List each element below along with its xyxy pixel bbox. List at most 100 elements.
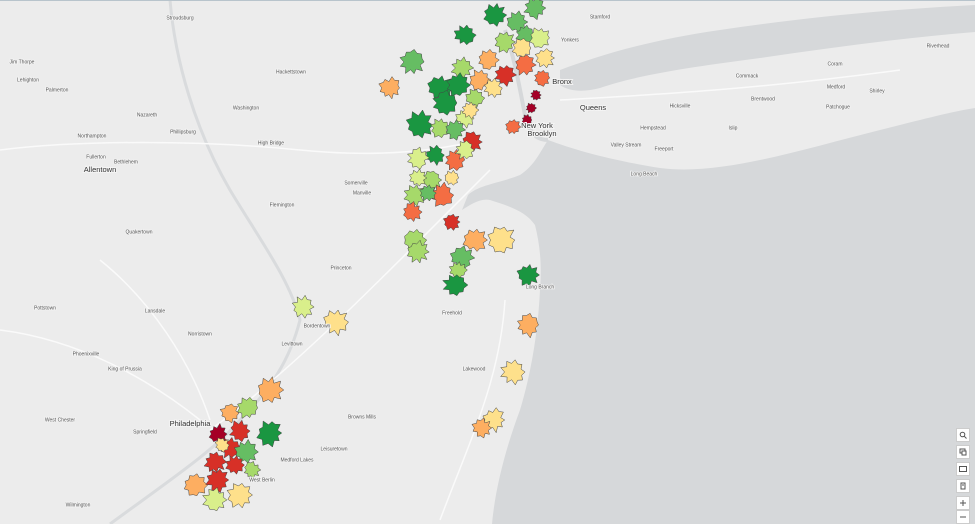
region [442,213,461,231]
share-button[interactable] [956,479,970,493]
region [449,245,476,270]
region [225,455,245,475]
place-label: Leisuretown [321,446,348,452]
region [406,146,430,170]
place-label: Bethlehem [114,159,138,165]
region [405,109,434,139]
region [520,113,533,127]
region [291,294,315,319]
region [525,102,538,114]
place-label: Medford [827,84,846,90]
place-label: Freehold [442,310,462,316]
region [511,38,532,59]
region [243,461,262,480]
place-label: Pottstown [34,305,56,311]
place-label: Freeport [655,146,675,152]
region [523,0,547,21]
icon [959,466,967,472]
region [429,181,455,207]
region [444,169,460,186]
zoom-in-button[interactable] [956,496,970,510]
region [233,438,259,464]
major-place-label: Bronx [552,77,572,86]
region [442,274,469,297]
region [500,359,526,386]
road [99,259,211,421]
region [202,486,228,512]
region [483,77,503,99]
place-label: West Chester [45,417,76,423]
place-label: Norristown [188,331,212,337]
region [407,239,430,264]
region [483,2,508,27]
regions [183,0,556,512]
zoom-out-button[interactable] [956,510,970,524]
place-label: West Berlin [249,477,275,483]
region [516,263,540,286]
major-place-label: Queens [580,103,607,112]
place-label: Lehighton [17,77,39,83]
region [399,49,425,75]
region [530,89,542,101]
region [534,69,551,87]
region [444,148,466,172]
place-label: Manville [353,190,372,196]
region [529,27,550,48]
place-label: Palmerton [46,87,69,93]
region [378,76,400,100]
region [203,451,228,473]
region [219,403,240,424]
region [424,144,445,167]
region [256,420,283,448]
icon [960,500,966,506]
place-label: Bordentown [304,323,331,329]
place-label: Shirley [869,88,885,94]
region [505,119,522,135]
region [446,72,472,97]
icon [960,516,966,518]
basemap-button[interactable] [956,462,970,476]
place-label: Brentwood [751,96,775,102]
region [462,228,488,252]
region [453,24,477,46]
place-label: Coram [827,61,842,67]
region [471,417,493,439]
place-label: Lansdale [145,308,166,314]
place-label: Lakewood [463,366,486,372]
road [439,299,506,521]
place-label: Islip [729,125,738,131]
region [450,56,475,79]
place-label: Hempstead [640,125,666,131]
place-label: Patchogue [826,104,850,110]
water [560,5,975,91]
region [445,119,467,141]
place-label: Phoenixville [73,351,100,357]
region [257,376,285,403]
road [559,69,901,101]
place-label: Commack [736,73,759,79]
region [237,396,258,419]
region [494,65,518,88]
region [454,140,475,160]
place-label: Quakertown [126,229,153,235]
place-label: High Bridge [258,140,284,146]
region [478,48,500,70]
layers-button[interactable] [956,445,970,459]
road [0,329,201,421]
region [409,168,428,187]
region [487,226,516,254]
place-label: Washington [233,105,259,111]
place-label: Levittown [281,341,302,347]
icon [960,482,966,490]
region [516,312,539,339]
place-label: Jim Thorpe [10,59,35,65]
search-button[interactable] [956,428,970,442]
region [481,407,506,434]
place-label: Fullerton [86,154,106,160]
icon [959,448,967,456]
region [494,31,517,54]
place-label: Flemington [270,202,295,208]
region [205,468,230,494]
region [183,473,209,496]
